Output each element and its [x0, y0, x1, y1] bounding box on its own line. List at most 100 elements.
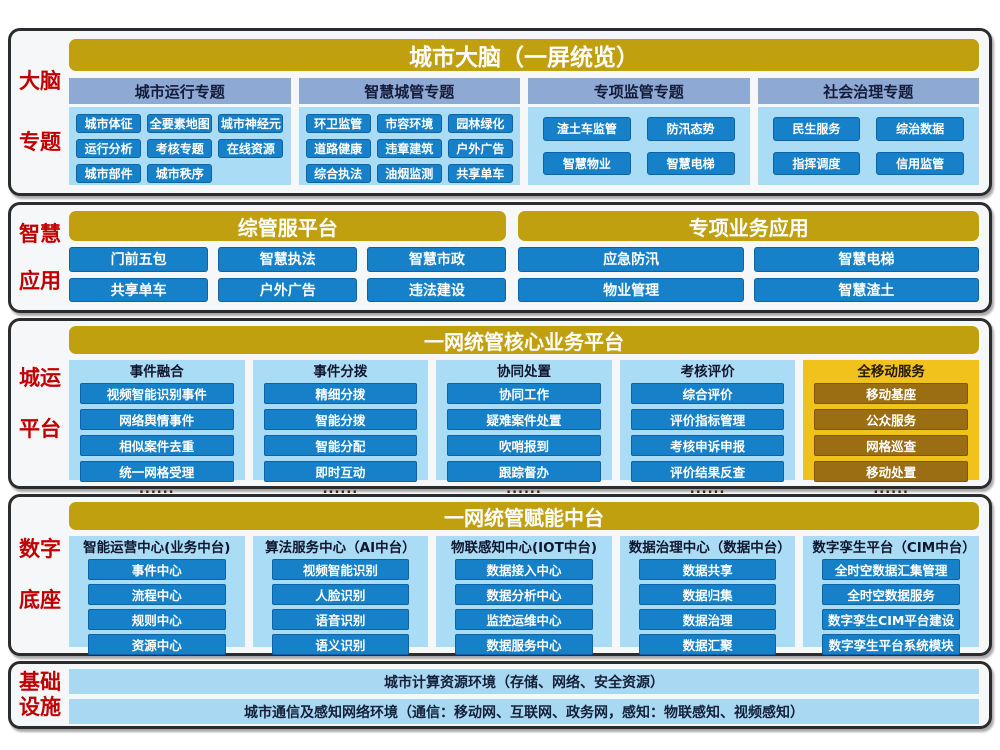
- middle-chip: 数字孪生CIM平台建设: [822, 609, 960, 630]
- section-brain-topics: 大脑 专题 城市大脑（一屏统览） 城市运行专题 城市体征 全要素地图 城市神经元…: [8, 28, 992, 196]
- platform-grid: 应急防汛 智慧电梯 物业管理 智慧渣土: [518, 247, 979, 302]
- topic-chip: 考核专题: [147, 139, 213, 158]
- business-column-event-fusion: 事件融合 视频智能识别事件 网络舆情事件 相似案件去重 统一网格受理 .....…: [69, 360, 245, 496]
- more-dots: ......: [689, 482, 726, 497]
- business-chip: 评价指标管理: [630, 409, 785, 430]
- business-chip: 移动处置: [814, 461, 968, 482]
- section-digital-base: 数字 底座 一网统管赋能中台 智能运营中心(业务中台) 事件中心 流程中心 规则…: [8, 494, 992, 656]
- business-chip: 移动基座: [814, 383, 968, 404]
- platform-header-bar: 综管服平台: [69, 211, 507, 241]
- middle-column-ai: 算法服务中心（AI中台） 视频智能识别 人脸识别 语音识别 语义识别: [252, 536, 429, 655]
- topic-chip: 环卫监管: [305, 114, 371, 133]
- column-title: 考核评价: [680, 364, 735, 380]
- section-core-platform: 城运 平台 一网统管核心业务平台 事件融合 视频智能识别事件 网络舆情事件 相似…: [8, 318, 992, 496]
- infrastructure-bar-compute: 城市计算资源环境（存储、网络、安全资源）: [69, 669, 979, 694]
- section-content: 综管服平台 门前五包 智慧执法 智慧市政 共享单车 户外广告 违法建设 专项业务…: [69, 205, 989, 310]
- business-column-mobile-services: 全移动服务 移动基座 公众服务 网格巡查 移动处置 ......: [803, 360, 979, 496]
- topic-group-panel: 环卫监管 市容环境 园林绿化 道路健康 违章建筑 户外广告 综合执法 油烟监测 …: [298, 107, 520, 185]
- topic-chip: 智慧物业: [543, 151, 631, 175]
- app-chip: 智慧渣土: [753, 277, 979, 302]
- more-dots: ......: [873, 482, 909, 497]
- middle-chip: 数据治理: [638, 609, 777, 630]
- topic-group-smart-city-mgmt: 智慧城管专题 环卫监管 市容环境 园林绿化 道路健康 违章建筑 户外广告 综合执…: [298, 78, 520, 185]
- section-label-line: 专题: [19, 130, 61, 154]
- topic-group-title: 社会治理专题: [757, 78, 979, 104]
- middle-chip: 数据接入中心: [455, 559, 593, 580]
- section-label-line: 智慧: [19, 221, 61, 246]
- section-label-line: 大脑: [19, 69, 61, 93]
- middle-chip: 数据服务中心: [455, 634, 593, 655]
- topic-group-social-governance: 社会治理专题 民生服务 综治数据 指挥调度 信用监管: [757, 78, 979, 185]
- business-column-event-dispatch: 事件分拨 精细分拨 智能分拨 智能分配 即时互动 ......: [252, 360, 429, 496]
- business-chip: 精细分拨: [263, 383, 418, 404]
- section-label-line: 设施: [19, 695, 61, 719]
- middle-chip: 数据共享: [638, 559, 777, 580]
- business-chip: 协同工作: [447, 383, 601, 404]
- business-chip: 统一网格受理: [80, 461, 234, 482]
- business-chip: 评价结果反查: [630, 461, 785, 482]
- section-label-line: 基础: [19, 670, 61, 694]
- app-chip: 应急防汛: [518, 247, 744, 272]
- topic-chip: 指挥调度: [772, 151, 861, 175]
- topic-chip: 智慧电梯: [646, 151, 735, 175]
- topic-chip: 市容环境: [376, 114, 442, 133]
- topic-chip: 民生服务: [772, 117, 861, 141]
- column-title: 数据治理中心（数据中台）: [628, 540, 791, 556]
- topic-group-panel: 民生服务 综治数据 指挥调度 信用监管: [757, 107, 979, 185]
- topic-chip: 运行分析: [76, 139, 142, 158]
- business-chip: 综合评价: [630, 383, 785, 404]
- topic-chip: 在线资源: [218, 139, 284, 158]
- column-title: 事件分拨: [313, 364, 368, 380]
- business-chip: 视频智能识别事件: [80, 383, 234, 404]
- topic-group-title: 智慧城管专题: [298, 78, 520, 104]
- app-chip: 智慧市政: [367, 247, 507, 272]
- platform-grid: 门前五包 智慧执法 智慧市政 共享单车 户外广告 违法建设: [69, 247, 507, 302]
- section-content: 城市大脑（一屏统览） 城市运行专题 城市体征 全要素地图 城市神经元 运行分析 …: [69, 31, 989, 193]
- topic-group-panel: 城市体征 全要素地图 城市神经元 运行分析 考核专题 在线资源 城市部件 城市秩…: [69, 107, 291, 185]
- middle-column-business: 智能运营中心(业务中台) 事件中心 流程中心 规则中心 资源中心: [69, 536, 245, 655]
- topic-chip: 综合执法: [305, 164, 371, 183]
- middle-chip: 数字孪生平台系统模块: [822, 634, 960, 655]
- middle-chip: 人脸识别: [271, 584, 410, 605]
- topic-chip: 城市部件: [76, 164, 142, 183]
- app-chip: 门前五包: [69, 247, 209, 272]
- column-title: 事件融合: [129, 364, 184, 380]
- section-infrastructure: 基础 设施 城市计算资源环境（存储、网络、安全资源） 城市通信及感知网络环境（通…: [8, 661, 992, 729]
- section-label-line: 平台: [19, 416, 61, 441]
- section-header-bar: 一网统管核心业务平台: [69, 326, 979, 354]
- middle-chip: 语音识别: [271, 609, 410, 630]
- middle-chip: 全时空数据汇集管理: [822, 559, 960, 580]
- middle-chip: 规则中心: [88, 609, 226, 630]
- more-dots: ......: [506, 482, 542, 497]
- business-chip: 网格巡查: [814, 435, 968, 456]
- business-chip: 跟踪督办: [447, 461, 601, 482]
- more-dots: ......: [138, 482, 175, 497]
- more-dots: ......: [322, 482, 359, 497]
- section-side-label: 大脑 专题: [11, 31, 69, 193]
- topic-chip: 违章建筑: [376, 139, 442, 158]
- topic-group-city-operation: 城市运行专题 城市体征 全要素地图 城市神经元 运行分析 考核专题 在线资源 城…: [69, 78, 291, 185]
- section-side-label: 数字 底座: [11, 497, 69, 653]
- topic-chip: 防汛态势: [646, 117, 735, 141]
- topic-group-title: 专项监管专题: [528, 78, 750, 104]
- topic-group-title: 城市运行专题: [69, 78, 291, 104]
- business-column-collaborative-handling: 协同处置 协同工作 疑难案件处置 吹哨报到 跟踪督办 ......: [436, 360, 612, 496]
- section-content: 一网统管赋能中台 智能运营中心(业务中台) 事件中心 流程中心 规则中心 资源中…: [69, 497, 989, 655]
- business-columns-row: 事件融合 视频智能识别事件 网络舆情事件 相似案件去重 统一网格受理 .....…: [69, 360, 979, 496]
- topic-group-panel: 渣土车监管 防汛态势 智慧物业 智慧电梯: [528, 107, 750, 185]
- column-title: 算法服务中心（AI中台）: [265, 540, 416, 556]
- middle-chip: 数据归集: [638, 584, 777, 605]
- topic-chip: 城市秩序: [147, 164, 213, 183]
- middle-chip: 视频智能识别: [271, 559, 410, 580]
- middle-chip: 数据分析中心: [455, 584, 593, 605]
- topic-chip: 共享单车: [447, 164, 513, 183]
- business-chip: 疑难案件处置: [447, 409, 601, 430]
- topic-chip: 渣土车监管: [543, 117, 631, 141]
- column-title: 数字孪生平台（CIM中台）: [812, 540, 976, 556]
- business-chip: 相似案件去重: [80, 435, 234, 456]
- section-label-line: 城运: [19, 365, 61, 390]
- middle-column-iot: 物联感知中心(IOT中台) 数据接入中心 数据分析中心 监控运维中心 数据服务中…: [436, 536, 612, 655]
- column-title: 物联感知中心(IOT中台): [450, 540, 598, 556]
- business-chip: 智能分配: [263, 435, 418, 456]
- platforms-row: 综管服平台 门前五包 智慧执法 智慧市政 共享单车 户外广告 违法建设 专项业务…: [69, 211, 979, 302]
